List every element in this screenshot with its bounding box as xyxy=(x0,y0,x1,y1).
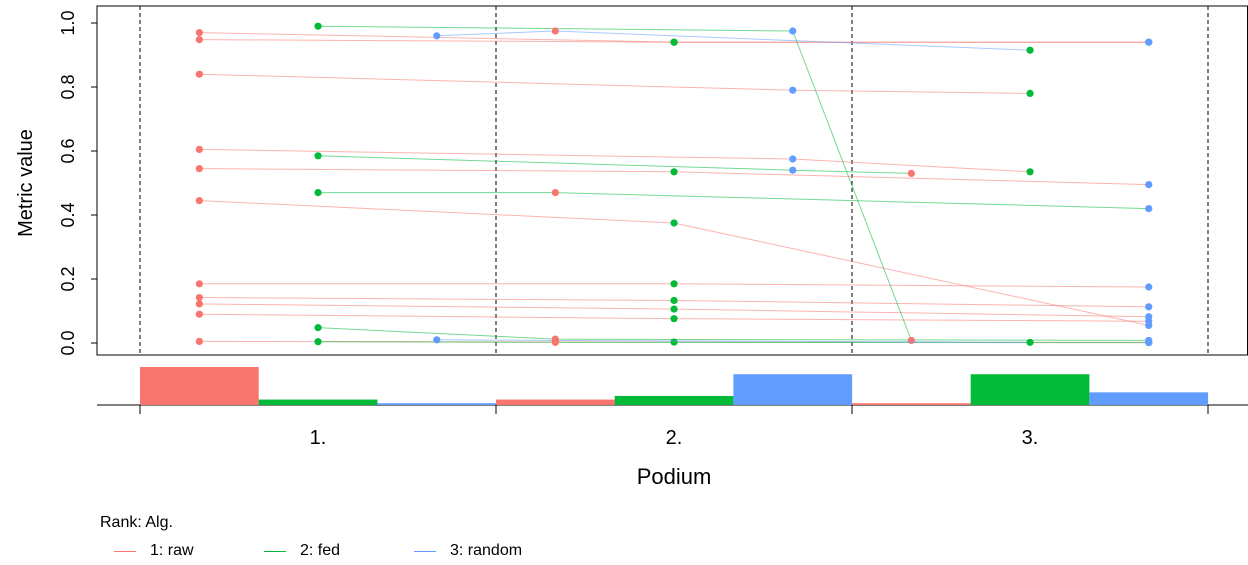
y-tick-label: 0.8 xyxy=(58,74,78,99)
task-point-random xyxy=(433,32,441,40)
rank-bar-fed xyxy=(970,374,1090,405)
task-point-random xyxy=(789,166,797,174)
y-tick-label: 0.4 xyxy=(58,202,78,227)
legend-label: 2: fed xyxy=(300,542,341,559)
task-line xyxy=(318,327,1149,341)
legend-title: Rank: Alg. xyxy=(100,514,173,531)
place-label: 3. xyxy=(1022,427,1039,449)
task-point-fed xyxy=(670,305,678,313)
rank-bar-random xyxy=(377,403,497,405)
task-point-random xyxy=(1145,38,1153,46)
legend-item-random: 3: random xyxy=(414,542,564,560)
task-point-random xyxy=(1145,205,1153,213)
legend-items: 1: raw 2: fed 3: random xyxy=(114,542,564,560)
task-point-fed xyxy=(314,189,322,197)
rank-bar-fed xyxy=(614,395,734,405)
rank-bar-random xyxy=(1089,392,1209,405)
rank-bar-fed xyxy=(258,399,378,405)
y-tick-label: 0.0 xyxy=(58,330,78,355)
y-tick-label: 0.2 xyxy=(58,266,78,291)
legend-swatch-fed xyxy=(264,550,286,552)
task-line xyxy=(318,155,912,174)
task-line xyxy=(318,25,912,341)
task-point-raw xyxy=(195,280,203,288)
task-point-fed xyxy=(670,219,678,227)
task-line xyxy=(199,73,1031,94)
legend-label: 1: raw xyxy=(150,542,194,559)
podium-chart: 0.0 0.2 0.4 0.6 0.8 1.0 Metric value 1. 2. 3. Podi… xyxy=(15,5,1248,489)
task-point-raw xyxy=(195,337,203,345)
task-point-random xyxy=(1145,339,1153,347)
rank-bar-raw xyxy=(140,367,259,405)
task-point-random xyxy=(1145,283,1153,291)
task-point-raw xyxy=(551,189,559,197)
task-point-raw xyxy=(195,36,203,44)
task-line xyxy=(436,30,1031,51)
legend-swatch-raw xyxy=(114,550,136,552)
task-point-random xyxy=(1145,303,1153,311)
task-point-raw xyxy=(195,70,203,78)
task-point-raw xyxy=(195,197,203,205)
place-label: 1. xyxy=(310,427,327,449)
task-point-random xyxy=(789,27,797,35)
place-label: 2. xyxy=(666,427,683,449)
legend-label: 3: random xyxy=(450,542,523,559)
task-point-fed xyxy=(1026,46,1034,54)
x-axis-label: Podium xyxy=(637,464,712,489)
task-point-raw xyxy=(551,336,559,345)
task-point-fed xyxy=(670,38,678,46)
task-point-raw xyxy=(195,300,203,308)
task-point-fed xyxy=(670,280,678,288)
legend-item-raw: 1: raw xyxy=(114,542,264,560)
task-point-fed xyxy=(670,315,678,323)
legend: Rank: Alg. 1: raw 2: fed 3: random xyxy=(100,514,564,560)
y-tick-label: 1.0 xyxy=(58,10,78,35)
rank-bar-random xyxy=(733,374,853,405)
task-point-random xyxy=(433,336,441,344)
task-point-raw xyxy=(195,293,203,302)
task-point-fed xyxy=(314,324,322,332)
rank-bar-raw xyxy=(496,399,615,405)
legend-item-fed: 2: fed xyxy=(264,542,414,560)
task-point-fed xyxy=(314,22,322,30)
task-point-raw xyxy=(907,336,915,345)
task-point-raw xyxy=(907,169,915,177)
legend-swatch-random xyxy=(414,550,436,552)
task-point-fed xyxy=(1026,89,1034,97)
task-point-fed xyxy=(670,296,678,305)
rank-bar-raw xyxy=(852,403,971,405)
task-point-raw xyxy=(195,28,203,37)
task-point-random xyxy=(789,155,797,163)
y-axis-label: Metric value xyxy=(15,129,37,237)
task-line xyxy=(199,148,1031,173)
task-point-raw xyxy=(195,165,203,173)
task-point-raw xyxy=(195,310,203,318)
task-point-random xyxy=(1145,181,1153,189)
task-point-random xyxy=(789,86,797,94)
task-point-raw xyxy=(195,145,203,153)
task-point-fed xyxy=(1026,338,1034,346)
task-point-raw xyxy=(551,27,559,35)
y-tick-label: 0.6 xyxy=(58,138,78,163)
task-point-fed xyxy=(314,338,322,346)
task-point-random xyxy=(1145,317,1153,325)
task-point-fed xyxy=(670,168,678,176)
task-point-fed xyxy=(1026,168,1034,176)
task-line xyxy=(318,192,1149,210)
task-point-fed xyxy=(314,152,322,160)
